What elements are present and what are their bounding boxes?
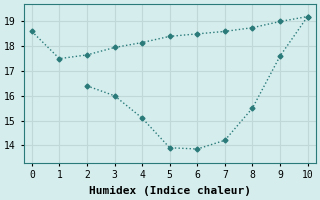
X-axis label: Humidex (Indice chaleur): Humidex (Indice chaleur) xyxy=(89,186,251,196)
